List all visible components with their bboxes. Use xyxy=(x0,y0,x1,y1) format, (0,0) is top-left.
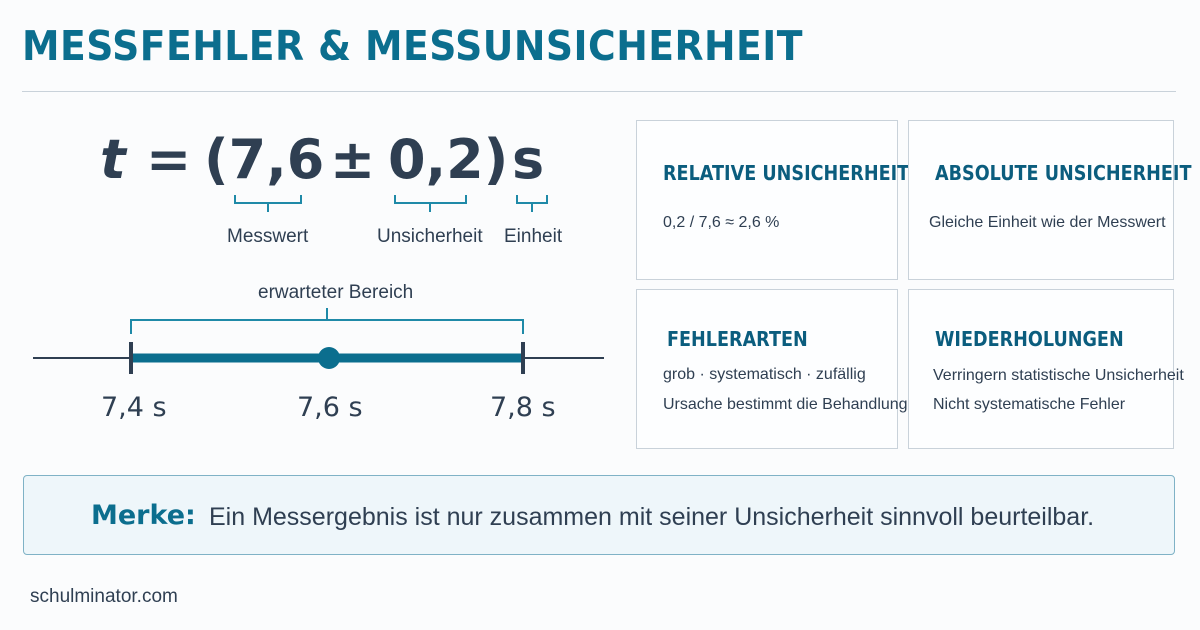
page-title: MESSFEHLER & MESSUNSICHERHEIT xyxy=(22,22,803,70)
formula-symbol: t xyxy=(100,128,126,191)
card-title: RELATIVE UNSICHERHEIT xyxy=(663,161,910,185)
tick-label-lower: 7,4 s xyxy=(101,392,167,423)
card-relative-uncertainty: RELATIVE UNSICHERHEIT 0,2 / 7,6 ≈ 2,6 % xyxy=(636,120,909,280)
card-title: ABSOLUTE UNSICHERHEIT xyxy=(935,161,1192,185)
tick-label-center: 7,6 s xyxy=(297,392,363,423)
label-unit: Einheit xyxy=(504,226,563,247)
formula-uncertainty: 0,2) xyxy=(388,128,509,191)
label-uncertainty: Unsicherheit xyxy=(377,226,483,247)
card-text: Gleiche Einheit wie der Messwert xyxy=(929,214,1166,231)
number-line-center-point xyxy=(318,347,340,369)
card-absolute-uncertainty: ABSOLUTE UNSICHERHEIT Gleiche Einheit wi… xyxy=(908,120,1191,280)
brace-uncertainty xyxy=(394,195,467,212)
remember-text: Ein Messergebnis ist nur zusammen mit se… xyxy=(209,503,1095,531)
formula-plus-minus: ± xyxy=(330,128,376,191)
card-title: FEHLERARTEN xyxy=(667,327,808,351)
footer-site-name: schulminator.com xyxy=(30,586,178,607)
formula-value: (7,6 xyxy=(204,128,325,191)
tick-label-upper: 7,8 s xyxy=(490,392,556,423)
formula-unit: s xyxy=(512,128,545,191)
remember-label: Merke: xyxy=(91,500,196,531)
card-text: grob · systematisch · zufällig xyxy=(663,366,866,383)
title-divider xyxy=(22,91,1176,92)
card-text: Verringern statistische Unsicherheit xyxy=(933,367,1184,384)
remember-box: Merke: Ein Messergebnis ist nur zusammen… xyxy=(23,475,1175,555)
card-text: Ursache bestimmt die Behandlung xyxy=(663,396,908,413)
range-label: erwarteter Bereich xyxy=(258,282,414,303)
card-error-types: FEHLERARTEN grob · systematisch · zufäll… xyxy=(636,289,908,449)
brace-unit xyxy=(516,195,548,212)
formula-equals: = xyxy=(146,128,192,191)
label-measured-value: Messwert xyxy=(227,226,309,247)
brace-measured-value xyxy=(234,195,302,212)
card-text: 0,2 / 7,6 ≈ 2,6 % xyxy=(663,214,780,231)
card-text: Nicht systematische Fehler xyxy=(933,396,1126,413)
card-repetitions: WIEDERHOLUNGEN Verringern statistische U… xyxy=(908,289,1184,449)
brace-expected-range xyxy=(130,308,524,334)
card-title: WIEDERHOLUNGEN xyxy=(935,327,1124,351)
